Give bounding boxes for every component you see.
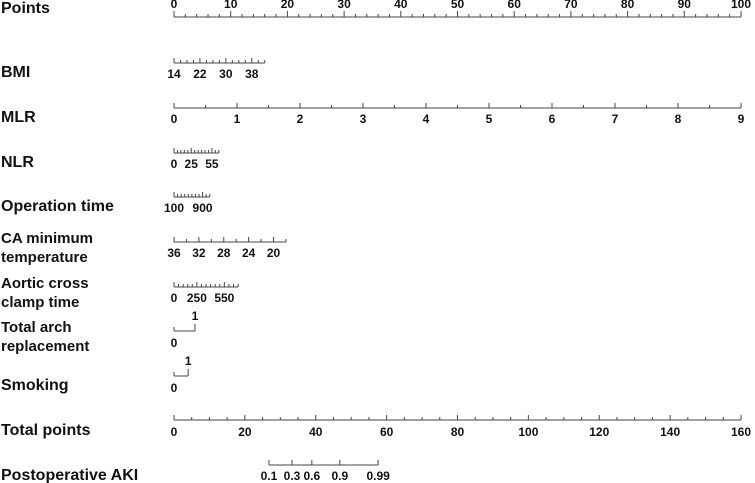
tick-label: 0 [171,381,178,395]
tick-label: 70 [564,0,578,11]
tick-label: 0 [171,425,178,439]
tick-label: 28 [217,246,231,260]
tick-label: 0 [171,336,178,350]
tick-label: 14 [167,67,181,81]
tick-label: 60 [508,0,522,11]
tick-label: 160 [731,425,751,439]
tick-label: 7 [612,112,619,126]
tick-label: 3 [360,112,367,126]
tick-label: 0.3 [284,469,301,483]
variable-name: Operation time [1,198,114,215]
variable-name: MLR [1,109,36,126]
tick-label: 60 [380,425,394,439]
tick-label: 10 [224,0,238,11]
variable-name: replacement [1,338,89,355]
variable-name: Total arch [1,319,72,336]
variable-name: CA minimum [1,230,93,247]
axis-name: Total points [1,422,91,439]
variable-name: temperature [1,249,88,266]
tick-label: 100 [731,0,751,11]
tick-label: 40 [309,425,323,439]
tick-label: 0 [171,112,178,126]
tick-label: 25 [185,157,199,171]
tick-label: 8 [675,112,682,126]
tick-label: 30 [219,67,233,81]
tick-label: 30 [337,0,351,11]
tick-label: 0.1 [261,469,278,483]
tick-label: 900 [193,201,213,215]
tick-label: 32 [192,246,206,260]
tick-label: 20 [281,0,295,11]
tick-label: 140 [660,425,680,439]
variable-name: Smoking [1,377,69,394]
tick-label: 50 [451,0,465,11]
tick-label: 0 [171,291,178,305]
tick-label: 0.6 [304,469,321,483]
tick-label: 120 [589,425,609,439]
tick-label: 36 [167,246,181,260]
tick-label: 20 [238,425,252,439]
tick-label: 4 [423,112,430,126]
tick-label: 20 [267,246,281,260]
tick-label: 5 [486,112,493,126]
tick-label: 0.9 [332,469,349,483]
tick-label: 22 [193,67,207,81]
variable-name: Aortic cross [1,275,89,292]
tick-label: 0.99 [366,469,390,483]
tick-label: 80 [451,425,465,439]
tick-label: 100 [518,425,538,439]
tick-label: 90 [678,0,692,11]
tick-label: 6 [549,112,556,126]
tick-label: 38 [245,67,259,81]
axis-name: Postoperative AKI [1,467,138,483]
tick-label: 24 [242,246,256,260]
tick-label: 0 [171,157,178,171]
tick-label: 40 [394,0,408,11]
tick-label: 1 [185,354,192,368]
tick-label: 80 [621,0,635,11]
variable-name: BMI [1,64,30,81]
tick-label: 550 [214,291,234,305]
variable-name: clamp time [1,294,79,311]
tick-label: 1 [192,309,199,323]
tick-label: 55 [205,157,219,171]
variable-name: NLR [1,154,34,171]
tick-label: 9 [738,112,745,126]
tick-label: 100 [164,201,184,215]
tick-label: 2 [297,112,304,126]
axis-name: Points [1,0,50,17]
tick-label: 1 [234,112,241,126]
tick-label: 250 [187,291,207,305]
tick-label: 0 [171,0,178,11]
